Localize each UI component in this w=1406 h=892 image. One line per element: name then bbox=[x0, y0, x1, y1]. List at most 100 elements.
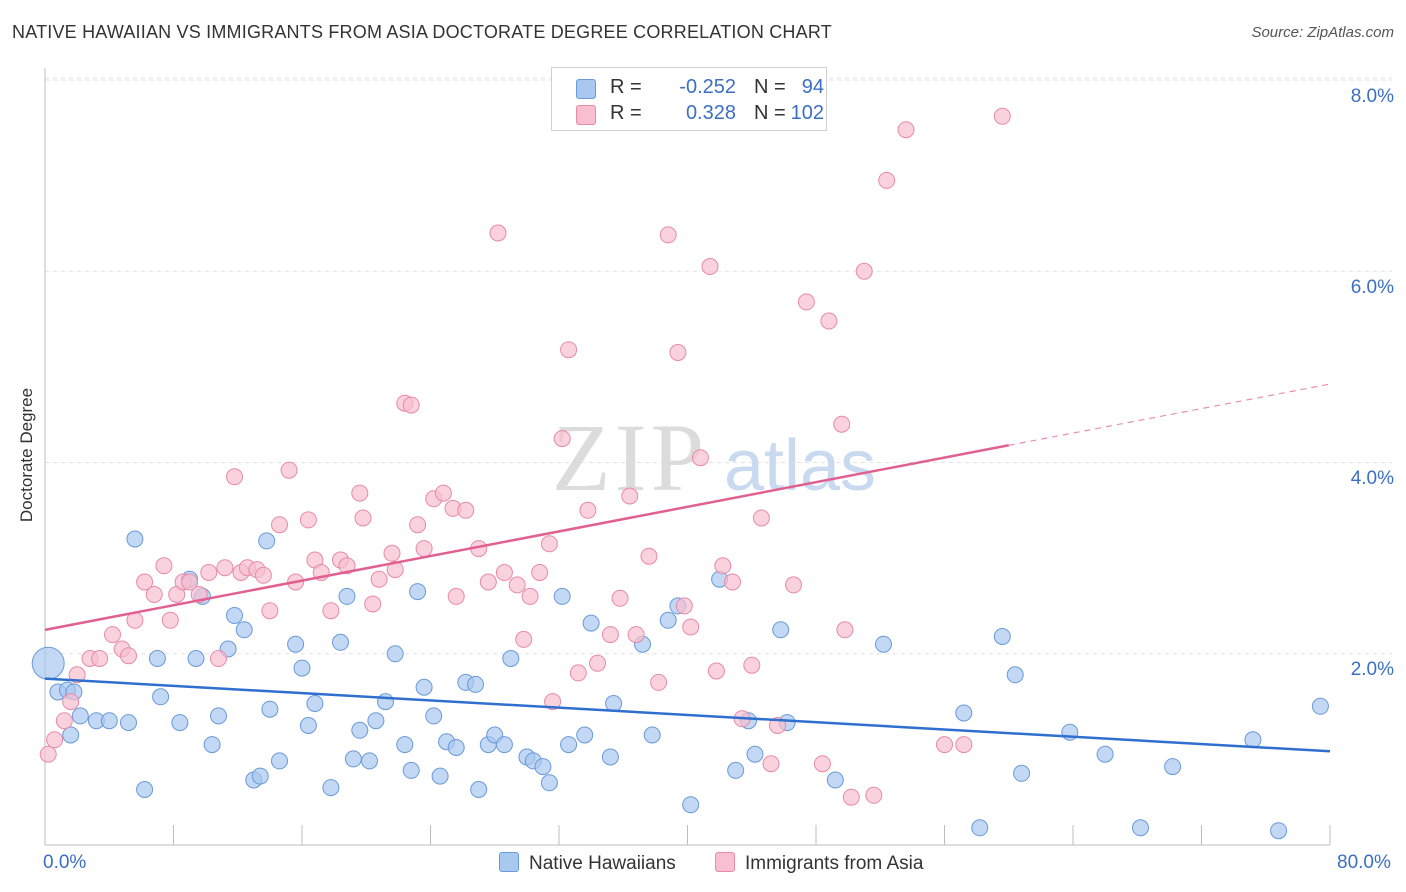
native-hawaiian-point bbox=[344, 750, 362, 768]
native-hawaiian-point bbox=[100, 712, 118, 730]
immigrant-asia-point bbox=[46, 731, 64, 749]
native-hawaiian-point bbox=[287, 635, 305, 653]
native-hawaiian-point bbox=[1132, 819, 1149, 837]
native-hawaiian-point bbox=[361, 752, 378, 770]
native-hawaiian-point bbox=[415, 678, 433, 696]
native-hawaiian-point bbox=[1270, 822, 1288, 840]
native-hawaiian-point bbox=[1096, 745, 1114, 763]
immigrant-asia-point bbox=[55, 712, 73, 730]
immigrant-asia-point bbox=[544, 693, 562, 711]
native-hawaiian-point bbox=[560, 736, 578, 754]
immigrant-asia-point bbox=[675, 597, 693, 615]
native-hawaiian-point bbox=[1164, 758, 1182, 776]
native-hawaiian-point bbox=[955, 704, 973, 722]
r-value: -0.252 bbox=[679, 76, 736, 98]
native-hawaiian-point bbox=[258, 532, 276, 550]
native-hawaiian-point bbox=[377, 693, 394, 711]
y-tick-label: 8.0% bbox=[1350, 86, 1394, 107]
immigrant-asia-point bbox=[145, 586, 163, 603]
native-hawaiian-point bbox=[187, 650, 205, 667]
native-hawaiian-point bbox=[682, 796, 700, 814]
immigrant-asia-point bbox=[489, 224, 507, 242]
n-label: N = bbox=[754, 76, 786, 98]
immigrant-asia-point bbox=[569, 664, 587, 682]
source-label: Source: ZipAtlas.com bbox=[1251, 24, 1394, 41]
immigrant-asia-point bbox=[836, 621, 854, 639]
native-hawaiian-point bbox=[605, 695, 623, 712]
native-hawaiian-point bbox=[993, 628, 1011, 645]
native-hawaiians-trendline bbox=[44, 677, 1331, 753]
immigrant-asia-point bbox=[707, 662, 725, 680]
immigrant-asia-point bbox=[993, 107, 1011, 125]
n-value: 94 bbox=[801, 76, 824, 98]
native-hawaiian-point bbox=[1013, 764, 1031, 782]
legend-swatch-blue bbox=[576, 79, 596, 99]
immigrant-asia-point bbox=[495, 564, 513, 581]
immigrant-asia-point bbox=[650, 673, 668, 691]
immigrant-asia-point bbox=[842, 788, 860, 806]
y-axis-label: Doctorate Degree bbox=[17, 387, 36, 523]
native-hawaiian-point bbox=[152, 688, 170, 706]
native-hawaiian-point bbox=[261, 700, 279, 718]
native-hawaiian-point bbox=[402, 761, 420, 779]
immigrant-asia-point bbox=[553, 430, 571, 448]
native-hawaiian-point bbox=[293, 659, 311, 677]
native-hawaiian-point bbox=[534, 758, 552, 776]
native-hawaiian-point bbox=[1006, 666, 1024, 684]
immigrant-asia-point bbox=[415, 540, 433, 558]
native-hawaiian-point bbox=[210, 707, 227, 725]
native-hawaiian-point bbox=[601, 748, 619, 766]
native-hawaiian-point bbox=[386, 645, 404, 663]
native-hawaiian-point bbox=[772, 621, 790, 639]
immigrants-from-asia-trendline-extension bbox=[1008, 383, 1331, 446]
x-tick-label: 0.0% bbox=[43, 852, 87, 873]
native-hawaiian-point bbox=[495, 736, 513, 754]
immigrant-asia-point bbox=[210, 650, 227, 667]
immigrant-asia-point bbox=[62, 693, 80, 711]
native-hawaiian-point bbox=[235, 621, 253, 639]
immigrant-asia-point bbox=[181, 573, 199, 591]
native-hawaiian-point bbox=[351, 721, 369, 739]
series-legend-native-hawaiians: Native Hawaiians bbox=[499, 852, 676, 875]
immigrant-asia-point bbox=[271, 516, 288, 534]
r-label: R = bbox=[610, 102, 642, 124]
immigrant-asia-point bbox=[68, 666, 86, 684]
immigrant-asia-point bbox=[621, 487, 639, 505]
immigrant-asia-point bbox=[743, 656, 761, 674]
immigrant-asia-point bbox=[579, 501, 597, 519]
immigrant-asia-point bbox=[299, 511, 317, 529]
native-hawaiian-point bbox=[306, 695, 324, 712]
immigrant-asia-point bbox=[120, 647, 137, 665]
immigrant-asia-point bbox=[515, 630, 533, 648]
native-hawaiian-point bbox=[71, 707, 89, 725]
immigrant-asia-point bbox=[383, 544, 401, 562]
immigrant-asia-point bbox=[155, 557, 173, 575]
native-hawaiian-point bbox=[62, 726, 80, 744]
immigrant-asia-point bbox=[370, 570, 388, 588]
axes bbox=[44, 68, 1331, 846]
immigrant-asia-point bbox=[280, 461, 298, 479]
native-hawaiian-point bbox=[643, 726, 661, 744]
native-hawaiian-point bbox=[226, 607, 243, 624]
native-hawaiian-point bbox=[409, 583, 427, 601]
immigrant-asia-point bbox=[601, 626, 619, 644]
immigrant-asia-point bbox=[479, 573, 497, 591]
immigrant-asia-point bbox=[409, 516, 427, 534]
immigrant-asia-point bbox=[364, 595, 382, 613]
watermark-atlas: atlas bbox=[724, 426, 876, 506]
immigrant-asia-point bbox=[508, 576, 526, 594]
legend-swatch-pink bbox=[715, 852, 735, 872]
n-label: N = bbox=[754, 102, 786, 124]
immigrant-asia-point bbox=[338, 557, 356, 575]
native-hawaiian-point bbox=[470, 781, 488, 798]
immigrant-asia-point bbox=[833, 415, 851, 433]
native-hawaiian-point bbox=[467, 675, 484, 693]
immigrant-asia-point bbox=[669, 344, 687, 361]
native-hawaiian-point bbox=[136, 781, 154, 798]
immigrant-asia-point bbox=[762, 755, 780, 773]
native-hawaiian-point bbox=[148, 650, 166, 667]
immigrant-asia-point bbox=[589, 654, 606, 672]
y-tick-label: 6.0% bbox=[1350, 277, 1394, 298]
immigrant-asia-point bbox=[402, 396, 420, 414]
